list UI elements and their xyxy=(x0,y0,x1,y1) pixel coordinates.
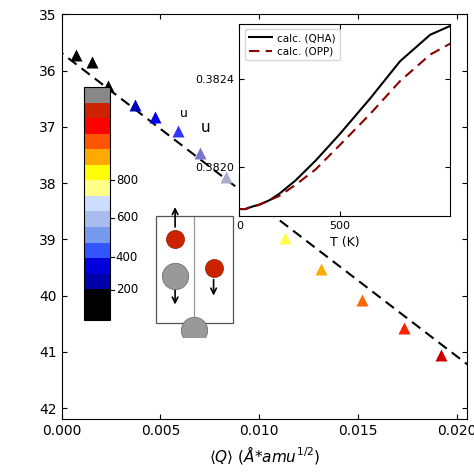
Text: u: u xyxy=(201,120,210,135)
calc. (OPP) xyxy=(367,111,373,117)
calc. (OPP) xyxy=(428,52,433,57)
Text: 400: 400 xyxy=(116,251,138,264)
Bar xyxy=(84,227,110,243)
Text: 800: 800 xyxy=(116,174,138,187)
X-axis label: $\langle Q \rangle$ ($\AA$$*amu^{1/2}$): $\langle Q \rangle$ ($\AA$$*amu^{1/2}$) xyxy=(209,444,320,466)
calc. (QHA) xyxy=(337,131,343,137)
calc. (OPP) xyxy=(243,206,248,212)
calc. (QHA) xyxy=(293,178,299,183)
Bar xyxy=(84,181,110,196)
calc. (QHA) xyxy=(243,206,248,212)
Bar xyxy=(84,211,110,227)
calc. (QHA) xyxy=(248,204,254,210)
Line: calc. (OPP): calc. (OPP) xyxy=(239,44,450,209)
Bar xyxy=(84,134,110,149)
calc. (OPP) xyxy=(248,204,254,210)
Bar xyxy=(84,273,110,289)
Bar xyxy=(84,305,110,320)
calc. (QHA) xyxy=(256,202,262,208)
calc. (QHA) xyxy=(277,191,283,196)
calc. (OPP) xyxy=(277,193,283,199)
calc. (QHA) xyxy=(238,206,244,212)
calc. (OPP) xyxy=(313,166,319,172)
Bar xyxy=(84,165,110,181)
Bar xyxy=(84,258,110,273)
Line: calc. (QHA): calc. (QHA) xyxy=(239,26,450,209)
calc. (OPP) xyxy=(447,41,453,46)
Bar xyxy=(84,103,110,118)
calc. (QHA) xyxy=(237,206,242,212)
Bar xyxy=(84,196,110,211)
Bar xyxy=(84,243,110,258)
calc. (QHA) xyxy=(428,32,433,37)
calc. (OPP) xyxy=(237,206,242,212)
Bar xyxy=(156,216,233,323)
calc. (OPP) xyxy=(256,202,262,208)
calc. (OPP) xyxy=(238,206,244,212)
Text: 600: 600 xyxy=(116,211,138,224)
Legend: calc. (QHA), calc. (OPP): calc. (QHA), calc. (OPP) xyxy=(245,29,340,60)
calc. (QHA) xyxy=(447,23,453,29)
calc. (OPP) xyxy=(267,197,273,203)
X-axis label: T (K): T (K) xyxy=(330,236,360,249)
Bar xyxy=(84,149,110,165)
Y-axis label: u: u xyxy=(181,107,188,119)
calc. (OPP) xyxy=(337,142,343,148)
Text: 200: 200 xyxy=(116,283,138,296)
Bar xyxy=(84,87,110,320)
calc. (QHA) xyxy=(367,96,373,101)
calc. (QHA) xyxy=(397,58,403,64)
Bar xyxy=(84,118,110,134)
calc. (QHA) xyxy=(267,197,273,203)
calc. (OPP) xyxy=(397,78,403,84)
Bar xyxy=(84,87,110,103)
calc. (OPP) xyxy=(293,182,299,188)
calc. (QHA) xyxy=(313,158,319,164)
Bar xyxy=(84,289,110,305)
